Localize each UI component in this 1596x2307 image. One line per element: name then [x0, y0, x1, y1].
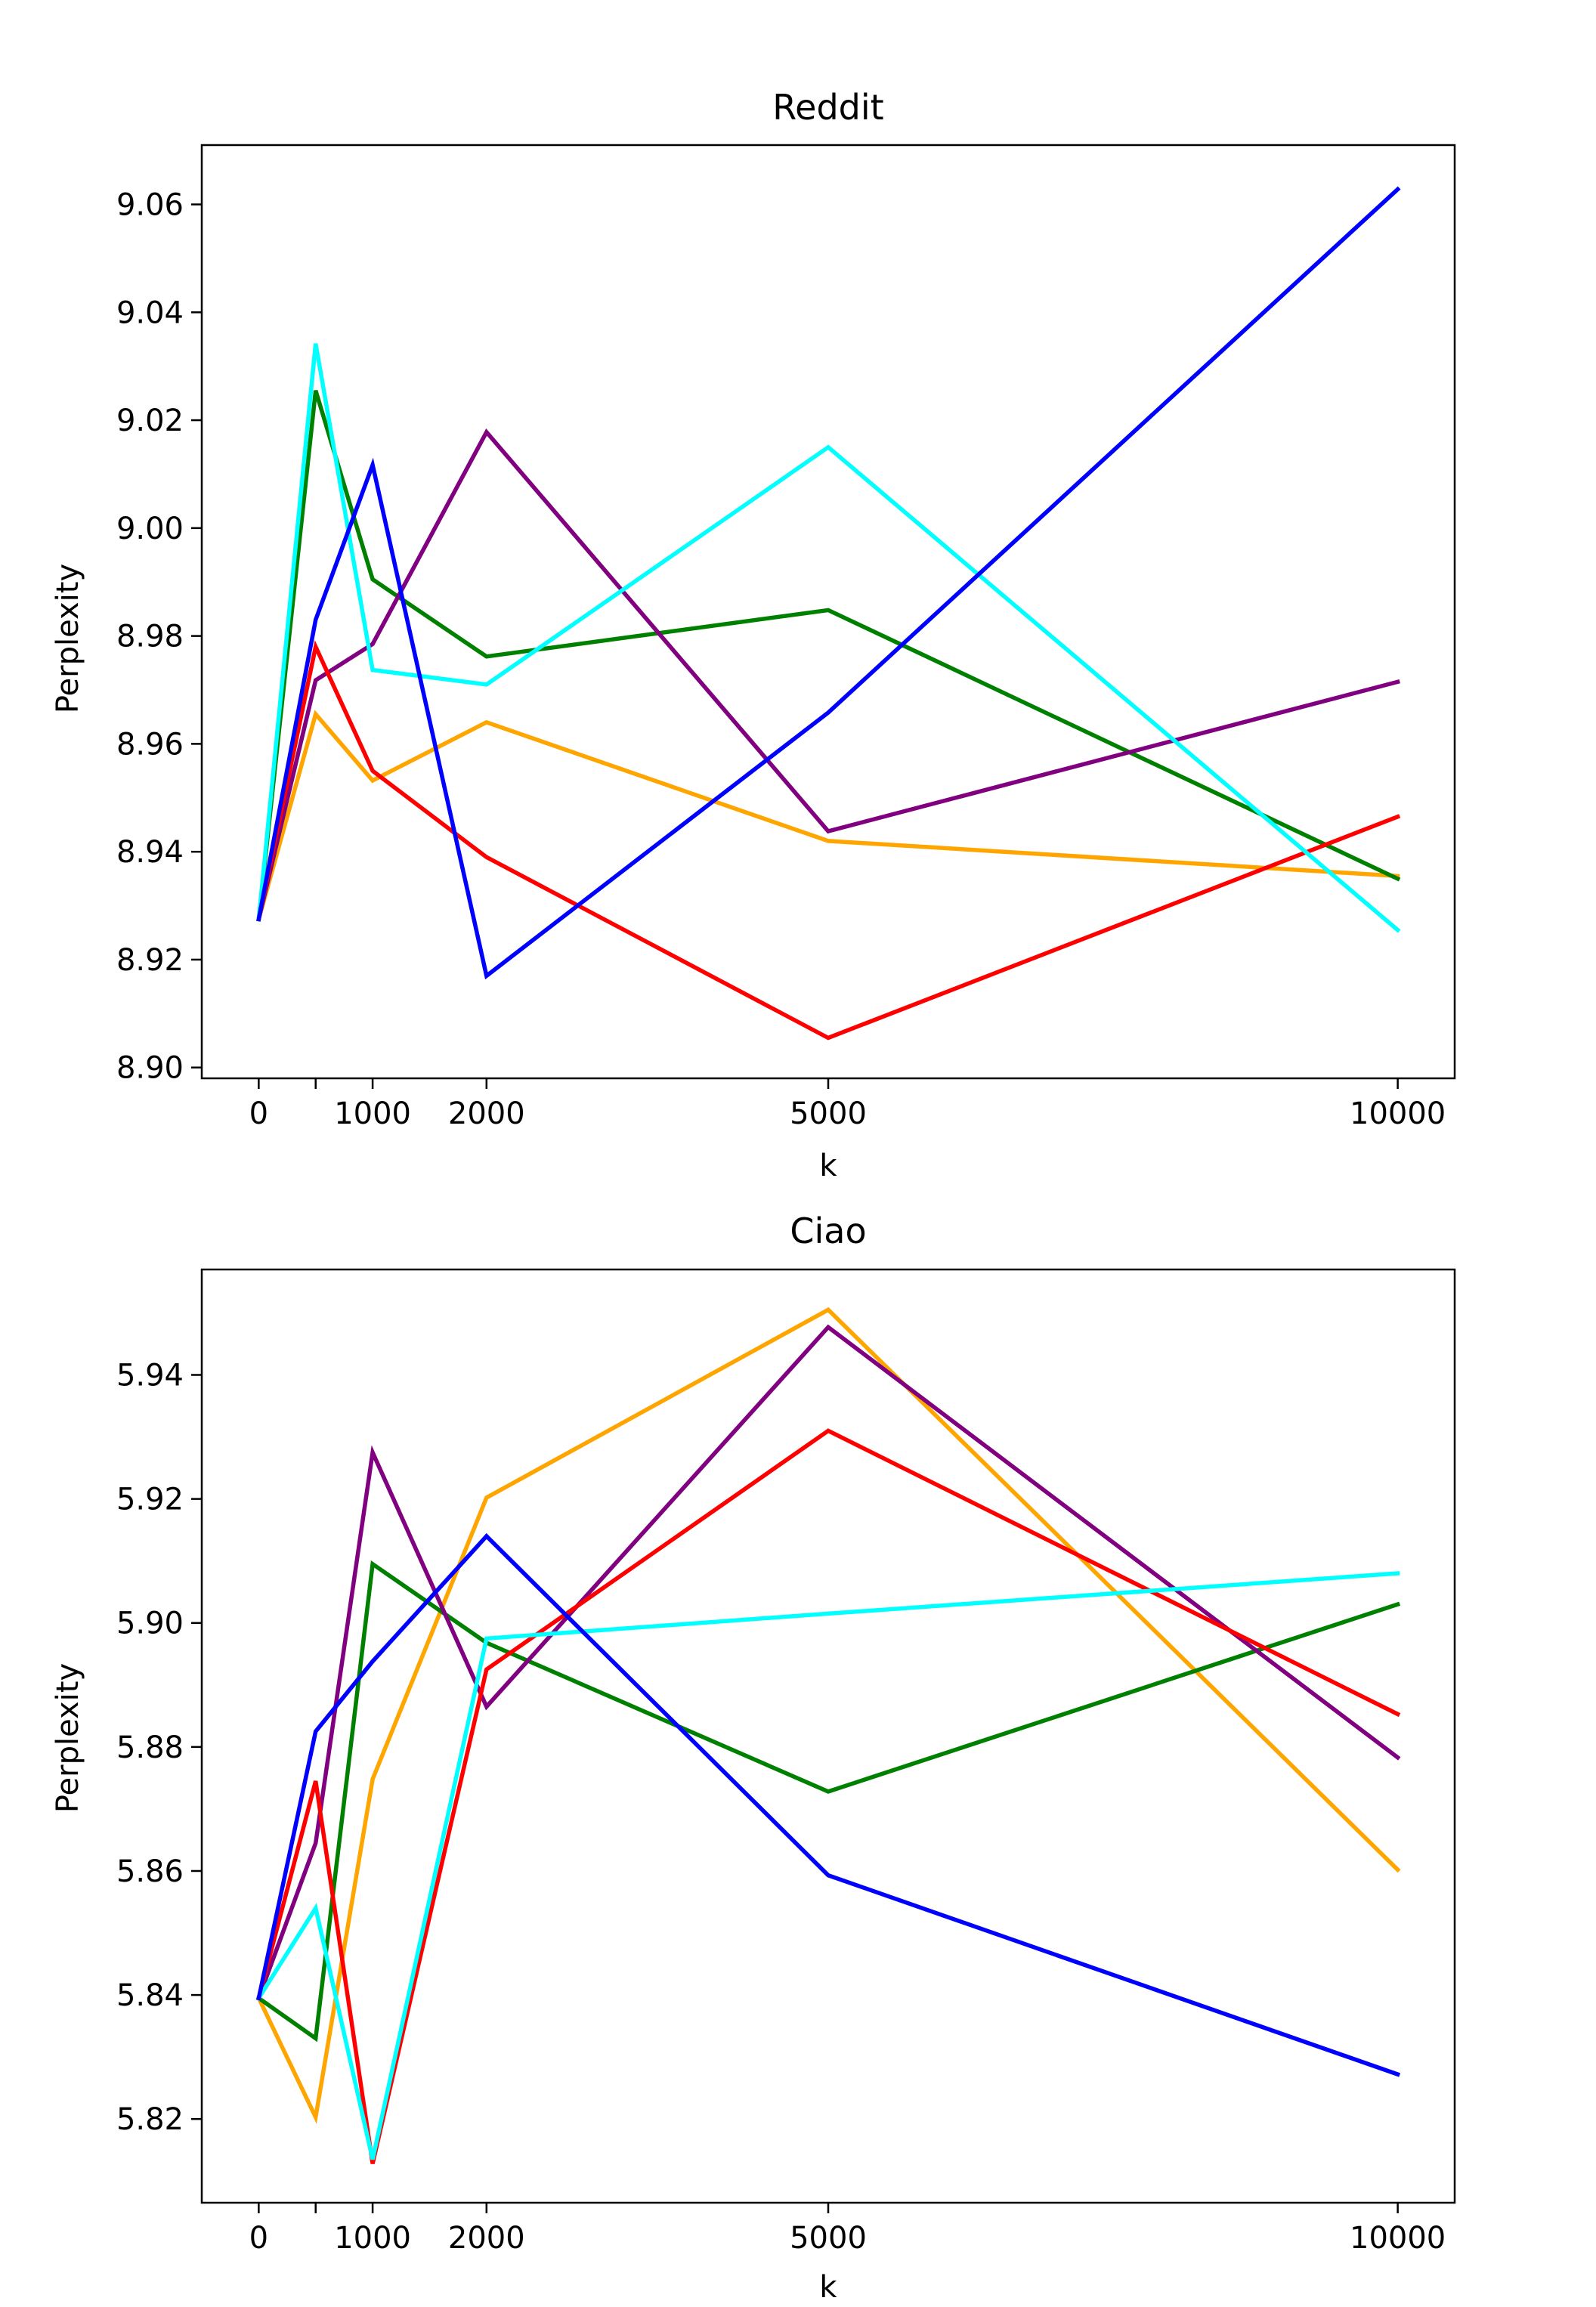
reddit-x-axis-label: k	[819, 1149, 837, 1183]
ciao-y-tick-label-0: 5.82	[116, 2102, 184, 2137]
reddit-x-tick-label-3: 5000	[790, 1096, 867, 1131]
reddit-y-tick-label-1: 8.92	[116, 943, 184, 978]
ciao-series-purple-line	[255, 1324, 1401, 2001]
ciao-series-blue-line	[256, 1532, 1401, 2077]
reddit-series-cyan-line	[256, 343, 1401, 933]
ciao-x-tick-label-0: 0	[249, 2221, 268, 2256]
reddit-series-blue-line	[256, 186, 1401, 980]
ciao-x-axis-label: k	[819, 2270, 837, 2305]
reddit-series-purple-line	[256, 428, 1400, 922]
ciao-series-orange-line	[255, 1307, 1401, 2124]
ciao-y-axis-label: Perplexity	[51, 1663, 85, 1813]
ciao-x-tick-label-2: 2000	[448, 2221, 525, 2256]
ciao-x-tick-label-1: 1000	[334, 2221, 411, 2256]
ciao-title: Ciao	[790, 1211, 866, 1251]
reddit-y-tick-label-3: 8.96	[116, 727, 184, 762]
ciao-series-cyan-line	[255, 1571, 1400, 2160]
reddit-y-tick-label-2: 8.94	[116, 835, 184, 870]
ciao-y-tick-label-5: 5.92	[116, 1483, 184, 1517]
reddit-y-tick-label-8: 9.06	[116, 188, 184, 223]
reddit-title: Reddit	[772, 87, 883, 128]
reddit-y-tick-label-7: 9.04	[116, 295, 184, 330]
reddit-y-tick-label-0: 8.90	[116, 1051, 184, 1086]
reddit-y-tick-label-6: 9.02	[116, 404, 184, 438]
reddit-y-axis-label: Perplexity	[51, 564, 85, 713]
ciao-x-tick-label-3: 5000	[790, 2221, 867, 2256]
ciao-y-tick-label-1: 5.84	[116, 1978, 184, 2013]
ciao-chart: Ciao Perplexity k 0 1000 2000 5000 10000 5.82…	[51, 1211, 1456, 2305]
ciao-plot-area: 0 1000 2000 5000 10000 5.82 5.84 5.86 5.88 5.90 5.…	[116, 1268, 1456, 2256]
reddit-y-tick-label-5: 9.00	[116, 512, 184, 546]
reddit-y-tick-label-4: 8.98	[116, 620, 184, 654]
reddit-x-tick-label-2: 2000	[448, 1096, 525, 1131]
reddit-series-green-line	[256, 390, 1401, 922]
reddit-series-red-line	[256, 640, 1401, 1041]
ciao-y-tick-label-4: 5.90	[116, 1607, 184, 1641]
reddit-x-tick-label-0: 0	[249, 1096, 268, 1131]
ciao-x-tick-label-4: 10000	[1350, 2221, 1446, 2256]
reddit-series-orange-line	[256, 710, 1400, 922]
ciao-y-tick-label-6: 5.94	[116, 1359, 184, 1393]
reddit-x-tick-label-1: 1000	[334, 1096, 411, 1131]
ciao-y-tick-label-3: 5.88	[116, 1730, 184, 1765]
reddit-chart: Reddit Perplexity k 0 1000 2000 5000 10000 8.…	[51, 87, 1456, 1183]
ciao-series-red-line	[256, 1428, 1401, 2164]
reddit-plot-area: 0 1000 2000 5000 10000 8.90 8.92 8.94 8.96 8.98 9.…	[116, 144, 1456, 1131]
ciao-y-tick-label-2: 5.86	[116, 1854, 184, 1889]
ciao-series-green-line	[255, 1560, 1401, 2043]
reddit-x-tick-label-4: 10000	[1350, 1096, 1446, 1131]
